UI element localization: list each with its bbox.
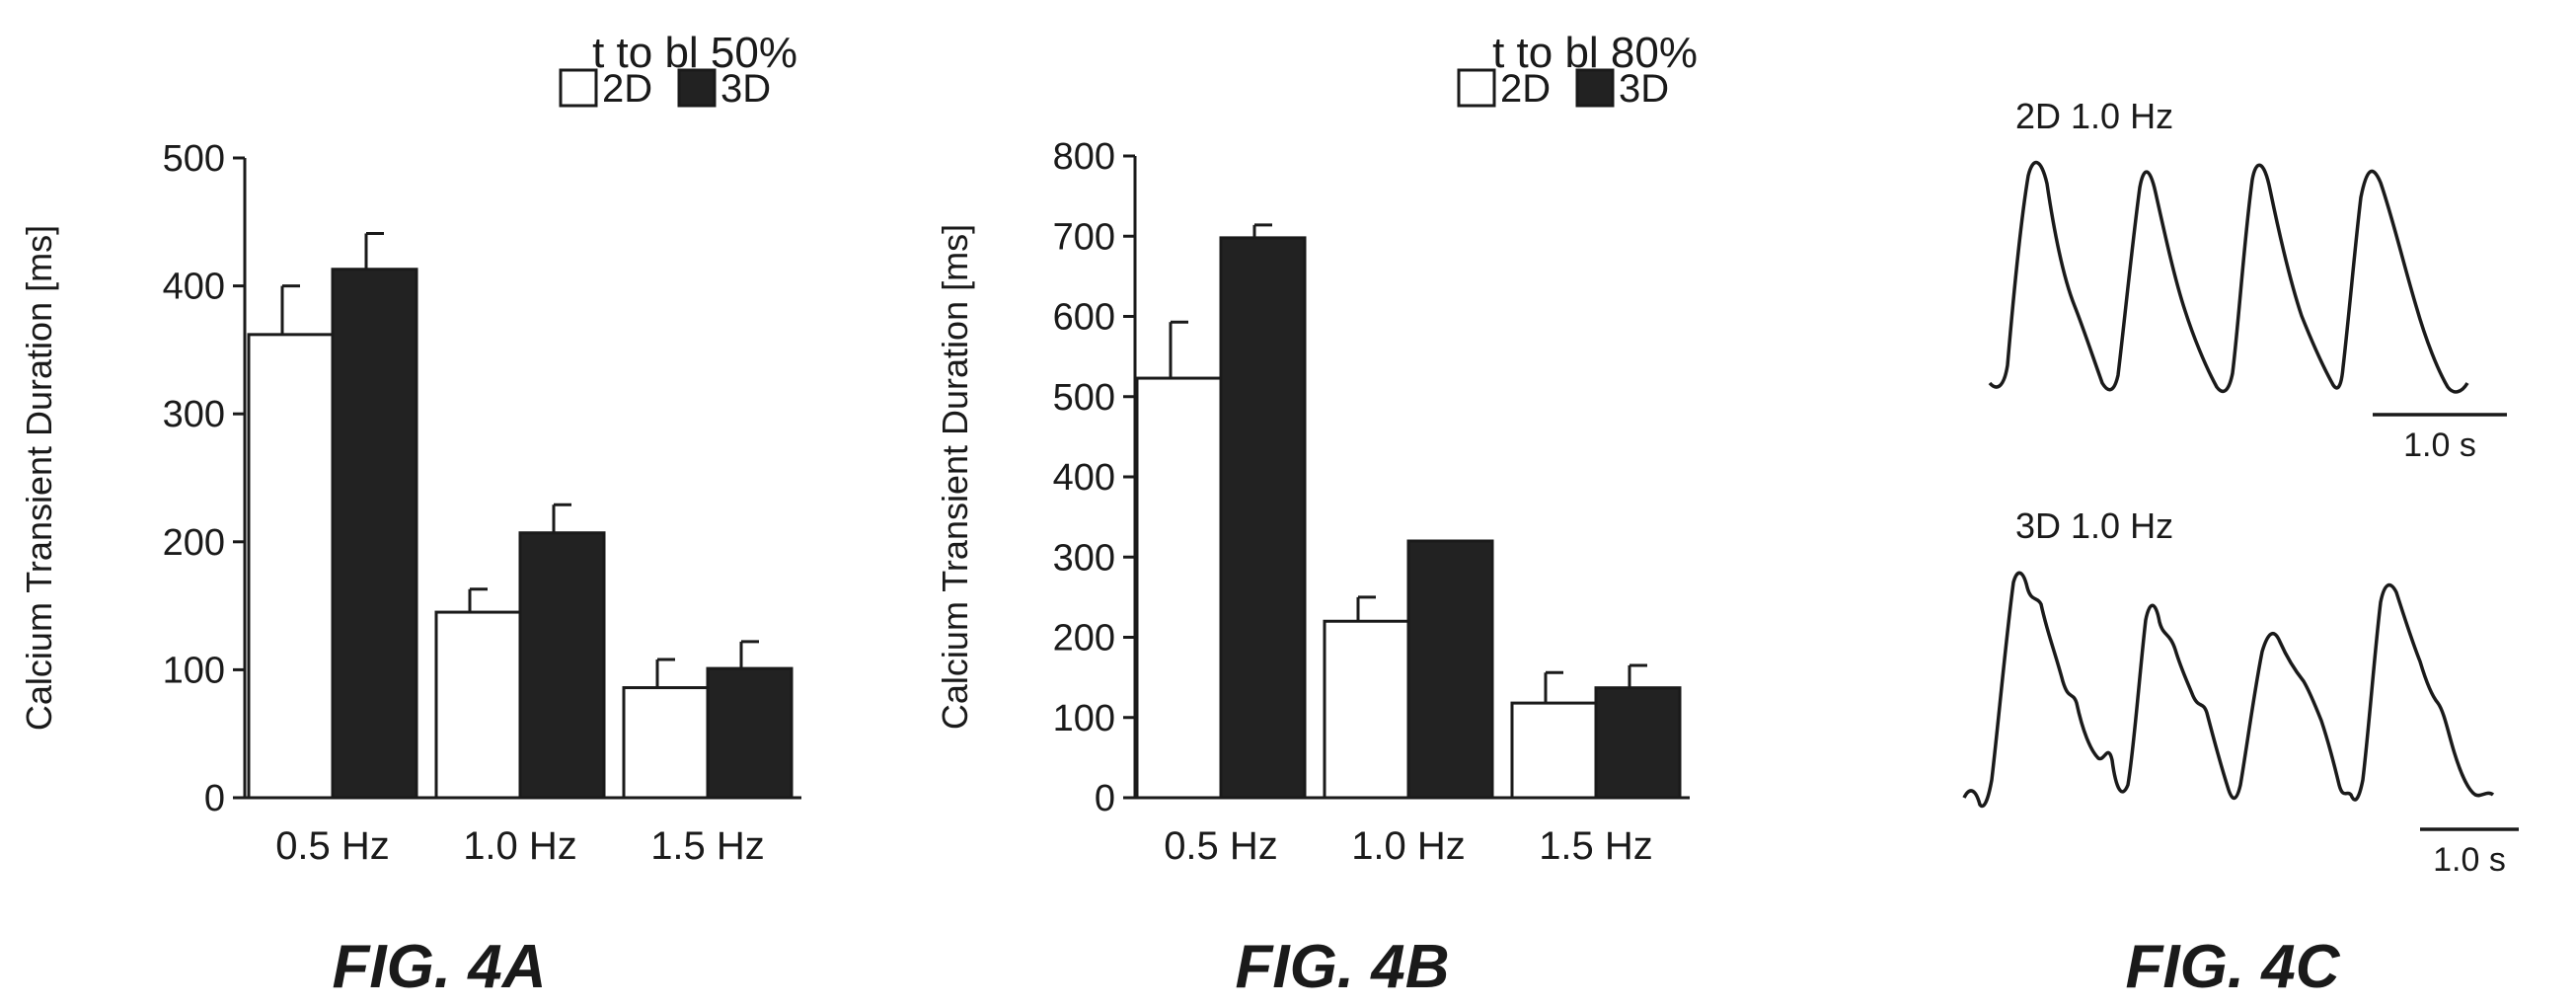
figure-caption: FIG. 4B (1235, 933, 1449, 1001)
y-tick-label: 100 (163, 650, 225, 691)
legend-swatch-3d (677, 68, 717, 108)
legend-label-3d: 3D (1619, 67, 1669, 111)
y-tick-label: 800 (1053, 136, 1115, 178)
x-tick-label: 1.0 Hz (463, 824, 577, 868)
chart-panel-1: 0 100 200 300 400 500 Calcium Transient Durati… (19, 29, 801, 1001)
y-tick-label: 600 (1053, 297, 1115, 339)
chart-panel-2: 0 100 200 300 400 500 600 700 800 Calcium Transie… (935, 29, 1698, 1001)
y-tick-label: 0 (1095, 778, 1115, 819)
y-axis-label: Calcium Transient Duration [ms] (19, 225, 59, 731)
bar-3d-15Hz (1594, 686, 1682, 800)
trace-line-3d (1962, 571, 2495, 809)
bar-2d-15Hz (1510, 701, 1598, 800)
y-tick-label: 500 (1053, 377, 1115, 419)
legend-label-2d: 2D (602, 67, 652, 111)
bar-2d-05Hz (247, 333, 335, 800)
legend-label-3d: 3D (720, 67, 771, 111)
x-tick-label: 0.5 Hz (275, 824, 390, 868)
y-tick-label: 400 (1053, 457, 1115, 499)
trace-line-2d (1988, 161, 2469, 394)
x-tick-label: 1.5 Hz (1539, 824, 1653, 868)
x-tick-label: 1.0 Hz (1351, 824, 1466, 868)
y-tick-label: 300 (163, 394, 225, 435)
scale-bar-label: 1.0 s (2433, 841, 2506, 879)
y-tick-label: 500 (163, 138, 225, 180)
bar-3d-15Hz (706, 666, 794, 800)
bar-3d-05Hz (1219, 236, 1307, 800)
scale-bar-label: 1.0 s (2403, 426, 2476, 464)
trace-title: 2D 1.0 Hz (2015, 96, 2173, 136)
trace-title: 3D 1.0 Hz (2015, 505, 2173, 546)
bar-3d-05Hz (331, 268, 418, 800)
bar-2d-10Hz (434, 610, 522, 800)
y-tick-label: 100 (1053, 698, 1115, 739)
legend-swatch-2d (1457, 68, 1496, 108)
y-tick-label: 300 (1053, 537, 1115, 579)
y-tick-label: 200 (163, 522, 225, 564)
y-tick-label: 0 (204, 778, 225, 819)
bar-3d-10Hz (518, 531, 606, 800)
bar-2d-05Hz (1135, 376, 1223, 800)
legend-swatch-2d (559, 68, 598, 108)
x-tick-label: 1.5 Hz (650, 824, 765, 868)
y-tick-label: 700 (1053, 216, 1115, 258)
y-tick-label: 200 (1053, 618, 1115, 659)
y-axis-label: Calcium Transient Duration [ms] (935, 224, 975, 730)
bar-3d-10Hz (1406, 539, 1494, 800)
y-tick-label: 400 (163, 267, 225, 308)
x-tick-label: 0.5 Hz (1164, 824, 1278, 868)
chart-panel-3: 2D 1.0 Hz 1.0 s 3D 1.0 Hz 1.0 s FIG. 4C (1962, 96, 2519, 1001)
bar-2d-15Hz (622, 686, 710, 800)
figure-caption: FIG. 4C (2125, 933, 2340, 1001)
legend-swatch-3d (1575, 68, 1615, 108)
figure-caption: FIG. 4A (332, 933, 546, 1001)
bar-2d-10Hz (1323, 619, 1410, 800)
legend-label-2d: 2D (1500, 67, 1551, 111)
